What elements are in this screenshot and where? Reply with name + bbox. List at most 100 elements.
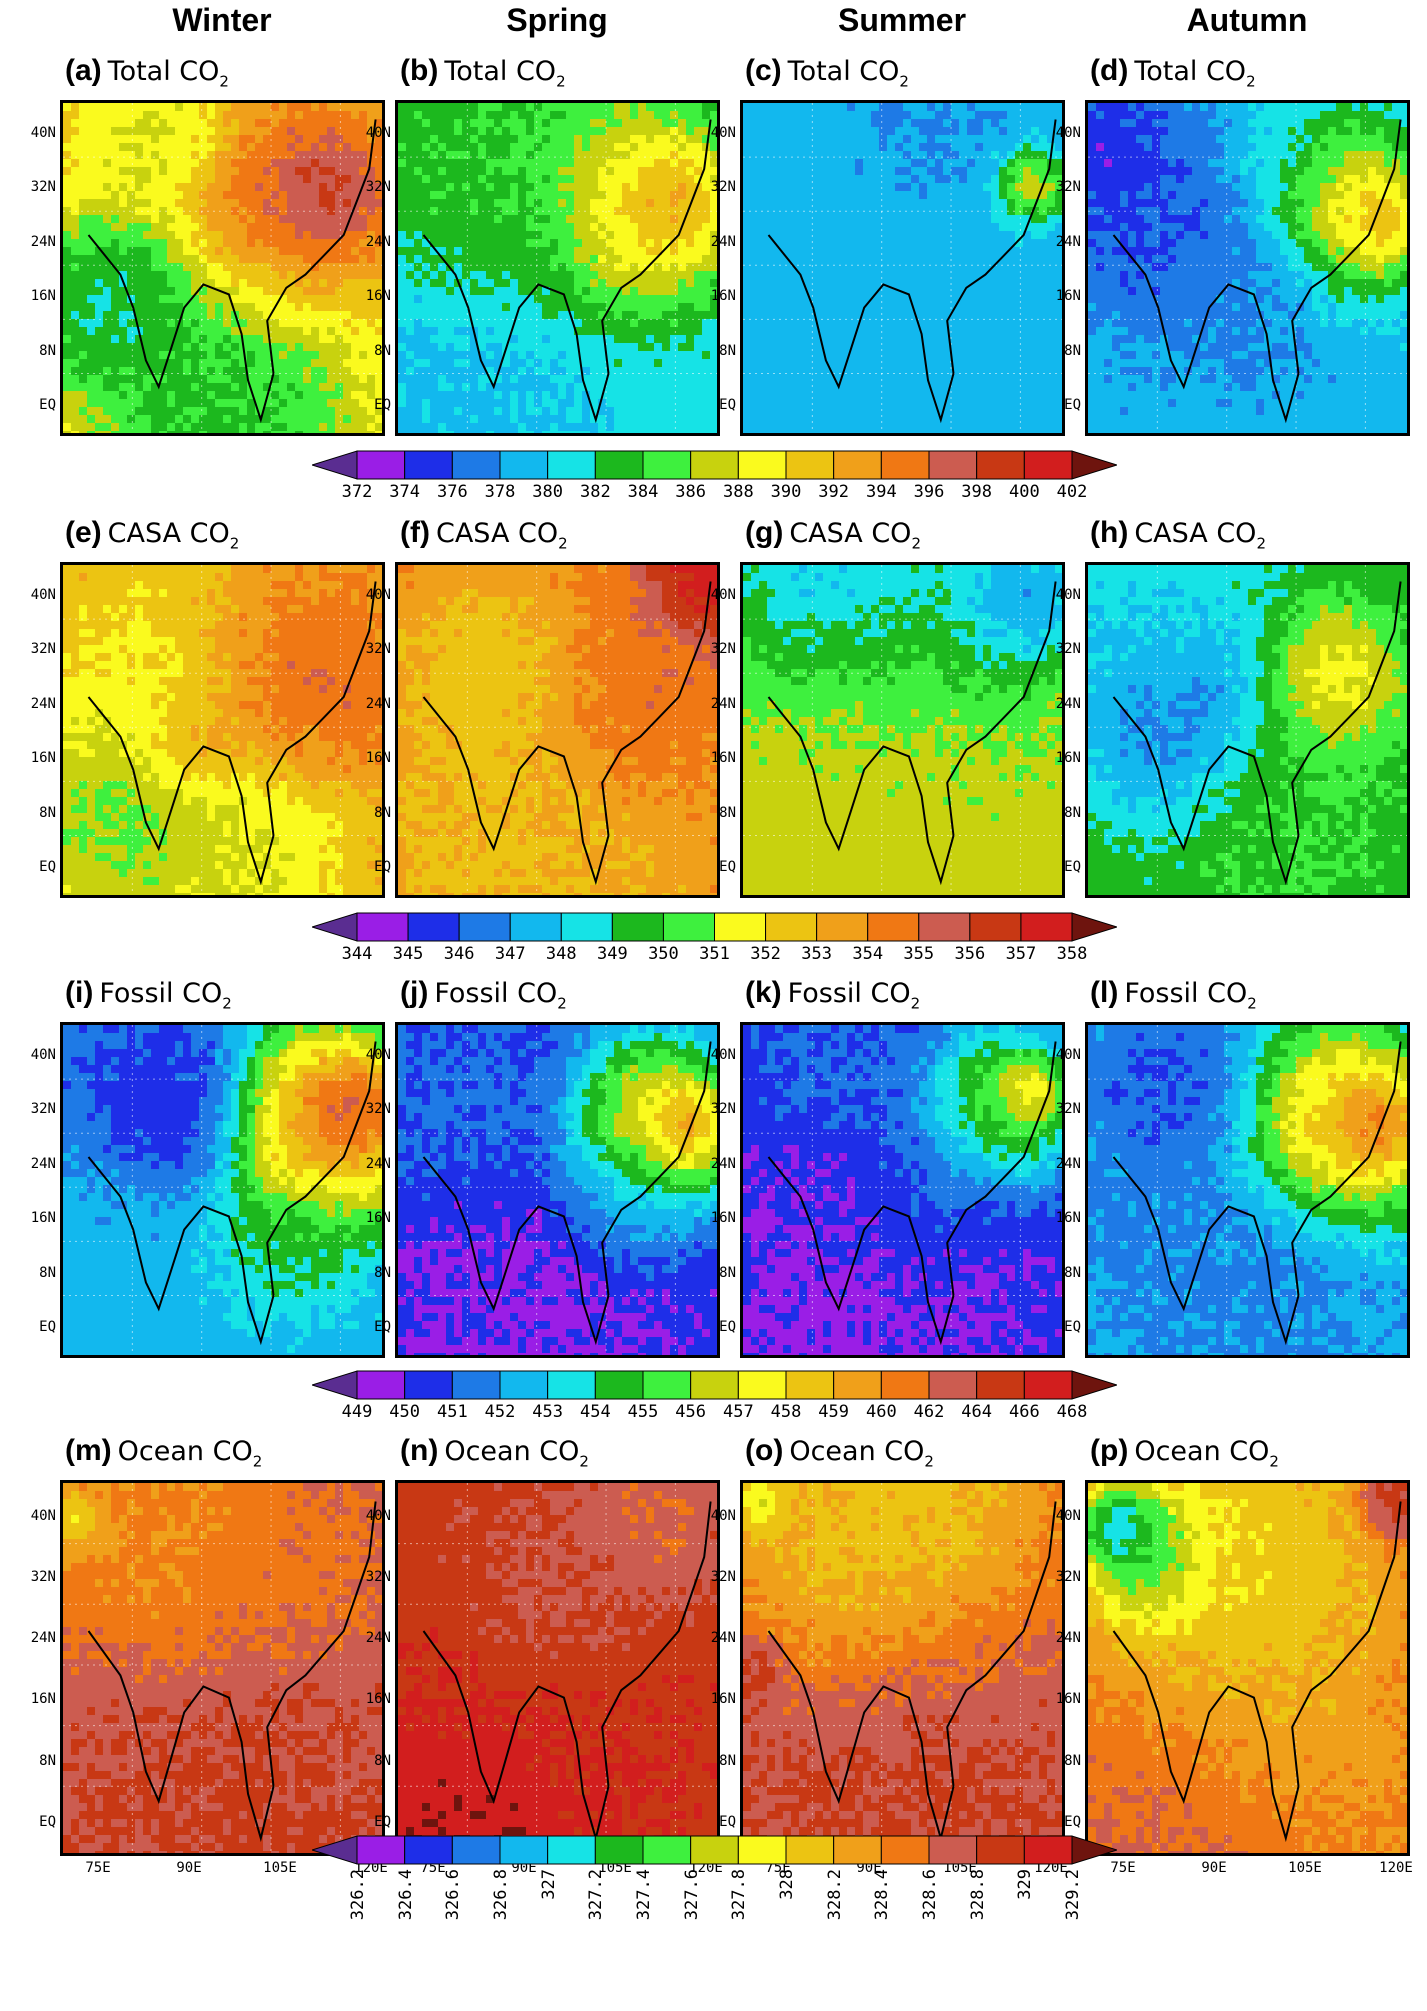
colorbar-tick-label: 327 [539,1869,559,1900]
colorbar-segment [785,450,835,480]
latitude-label: EQ [339,1319,391,1335]
panel-variable: CASA CO [789,518,911,549]
colorbar-tick-label: 328 [777,1869,797,1900]
latitude-label: 32N [339,179,391,195]
panel-variable: Ocean CO [118,1436,253,1467]
colorbar-tick-label: 390 [761,482,811,502]
latitude-label: EQ [1029,859,1081,875]
colorbar-segment [928,1835,978,1865]
latitude-label: 40N [1029,1508,1081,1524]
latitude-label: 16N [1029,1691,1081,1707]
colorbar-segment [356,912,409,942]
colorbar-tick-label: 328.2 [825,1869,845,1920]
colorbar-segment [928,450,978,480]
coastline [422,119,712,424]
latitude-label: 32N [4,1569,56,1585]
colorbar-segment [404,1370,453,1400]
latitude-label: 32N [4,179,56,195]
latitude-label: 24N [4,234,56,250]
panel-letter: (g) [745,516,783,549]
coastline [1112,1041,1402,1346]
latitude-label: EQ [684,1814,736,1830]
co2-field-map [1085,100,1410,436]
latitude-label: EQ [4,859,56,875]
colorbar-segment [1023,450,1073,480]
colorbar-tick-label: 455 [618,1402,668,1422]
panel-title: (a) Total CO2 [65,54,229,90]
panel-title: (i) Fossil CO2 [65,976,232,1012]
colorbar-tick-label: 398 [952,482,1002,502]
colorbar-segment [1023,1835,1073,1865]
panel-title: (p) Ocean CO2 [1090,1434,1279,1470]
latitude-label: 32N [1029,1569,1081,1585]
colorbar-segment [690,450,739,480]
latitude-label: 32N [4,641,56,657]
panel-variable: Ocean CO [1134,1436,1269,1467]
colorbar-tick-label: 326.4 [396,1869,416,1920]
colorbar-high-arrow [1071,1370,1117,1400]
colorbar-segment [969,912,1022,942]
latitude-label: 32N [339,641,391,657]
latitude-label: 40N [4,587,56,603]
latitude-label: 8N [4,1753,56,1769]
panel-letter: (h) [1090,516,1128,549]
map-raster [1088,1483,1407,1853]
co2-field-map [395,1480,720,1856]
latitude-label: 40N [339,1508,391,1524]
coastline [767,1501,1057,1843]
colorbar-tick-label: 378 [475,482,525,502]
colorbar-tick-label: 327.6 [682,1869,702,1920]
panel-title: (h) CASA CO2 [1090,516,1266,552]
latitude-label: 32N [1029,641,1081,657]
colorbar-segment [404,1835,453,1865]
latitude-label: 32N [1029,1101,1081,1117]
colorbar-segment [642,1370,692,1400]
latitude-label: 24N [684,1630,736,1646]
colorbar-segment [880,1835,930,1865]
panel-variable-subscript: 2 [253,1452,263,1470]
colorbar-tick-label: 458 [761,1402,811,1422]
latitude-label: 24N [339,234,391,250]
colorbar-high-arrow [1071,450,1117,480]
colorbar-tick-label: 352 [741,944,791,964]
colorbar-segment [611,912,664,942]
latitude-label: 8N [339,805,391,821]
colorbar-segment [356,450,406,480]
latitude-label: EQ [339,1814,391,1830]
colorbar-tick-label: 326.6 [443,1869,463,1920]
map-raster [63,565,382,895]
latitude-label: 24N [684,234,736,250]
panel-variable-subscript: 2 [222,994,232,1012]
latitude-label: 8N [1029,343,1081,359]
latitude-label: EQ [684,1319,736,1335]
co2-field-map [740,100,1065,436]
colorbar-tick-label: 328.6 [920,1869,940,1920]
latitude-label: 8N [1029,805,1081,821]
colorbar-tick-label: 451 [427,1402,477,1422]
colorbar-segment [867,912,920,942]
colorbar-tick-label: 372 [332,482,382,502]
colorbar-tick-label: 468 [1047,1402,1097,1422]
colorbar-segment [737,1370,787,1400]
latitude-label: 16N [684,1210,736,1226]
colorbar-segment [594,1370,644,1400]
colorbar-tick-label: 353 [792,944,842,964]
colorbar-high-arrow [1071,912,1117,942]
latitude-label: EQ [1029,1319,1081,1335]
colorbar-tick-label: 386 [666,482,716,502]
latitude-label: 40N [339,1047,391,1063]
panel-letter: (o) [745,1434,783,1467]
latitude-label: 32N [339,1569,391,1585]
colorbar-segment [690,1835,739,1865]
colorbar-segment [499,1835,549,1865]
colorbar-segment [547,450,596,480]
colorbar-segment [407,912,460,942]
colorbar-tick-label: 327.8 [729,1869,749,1920]
latitude-label: 24N [1029,234,1081,250]
colorbar-low-arrow [312,450,358,480]
latitude-label: 16N [339,288,391,304]
latitude-label: 16N [4,750,56,766]
panel-letter: (i) [65,976,93,1009]
colorbar-segment [785,1835,835,1865]
co2-field-map [395,1022,720,1358]
